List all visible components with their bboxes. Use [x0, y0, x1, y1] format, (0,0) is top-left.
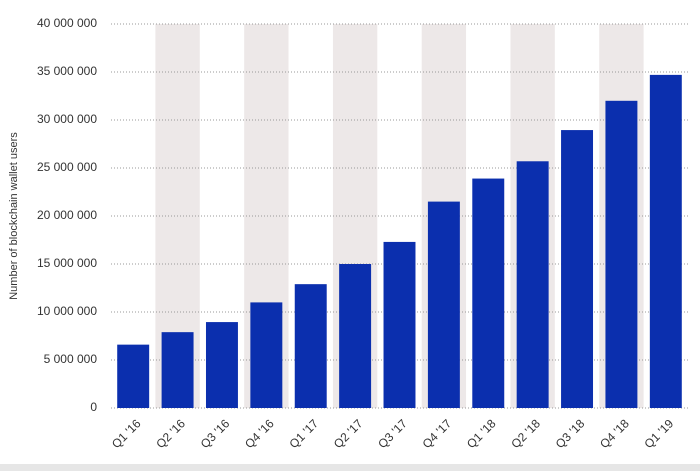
x-tick-label: Q4 '18	[597, 416, 632, 451]
bar	[649, 74, 682, 408]
y-axis-label: Number of blockchain wallet users	[8, 132, 20, 300]
y-tick-label: 35 000 000	[37, 64, 97, 78]
x-tick-label: Q4 '16	[242, 416, 277, 451]
y-tick-label: 30 000 000	[37, 112, 97, 126]
x-tick-label: Q4 '17	[420, 416, 455, 451]
x-tick-label: Q1 '17	[286, 416, 321, 451]
bar	[161, 332, 194, 408]
bar	[339, 264, 372, 408]
x-tick-label: Q2 '17	[331, 416, 366, 451]
y-tick-label: 25 000 000	[37, 160, 97, 174]
bottom-strip	[0, 464, 700, 471]
bar	[427, 201, 460, 408]
y-tick-label: 5 000 000	[44, 352, 98, 366]
x-tick-label: Q3 '16	[198, 416, 233, 451]
y-tick-label: 10 000 000	[37, 304, 97, 318]
bar	[605, 100, 638, 409]
x-tick-label: Q1 '16	[109, 416, 144, 451]
bar	[205, 322, 238, 408]
bar	[561, 130, 594, 408]
bar	[383, 241, 416, 408]
bar	[250, 302, 283, 408]
x-tick-label: Q2 '18	[508, 416, 543, 451]
x-tick-label: Q1 '19	[642, 416, 677, 451]
y-tick-label: 0	[90, 400, 97, 414]
bar	[472, 178, 505, 408]
bar	[516, 161, 549, 408]
y-tick-label: 15 000 000	[37, 256, 97, 270]
y-tick-label: 40 000 000	[37, 16, 97, 30]
bar	[294, 284, 327, 408]
x-tick-label: Q3 '17	[375, 416, 410, 451]
x-tick-label: Q3 '18	[553, 416, 588, 451]
x-tick-label: Q2 '16	[153, 416, 188, 451]
y-tick-label: 20 000 000	[37, 208, 97, 222]
x-tick-label: Q1 '18	[464, 416, 499, 451]
bar	[117, 344, 150, 408]
